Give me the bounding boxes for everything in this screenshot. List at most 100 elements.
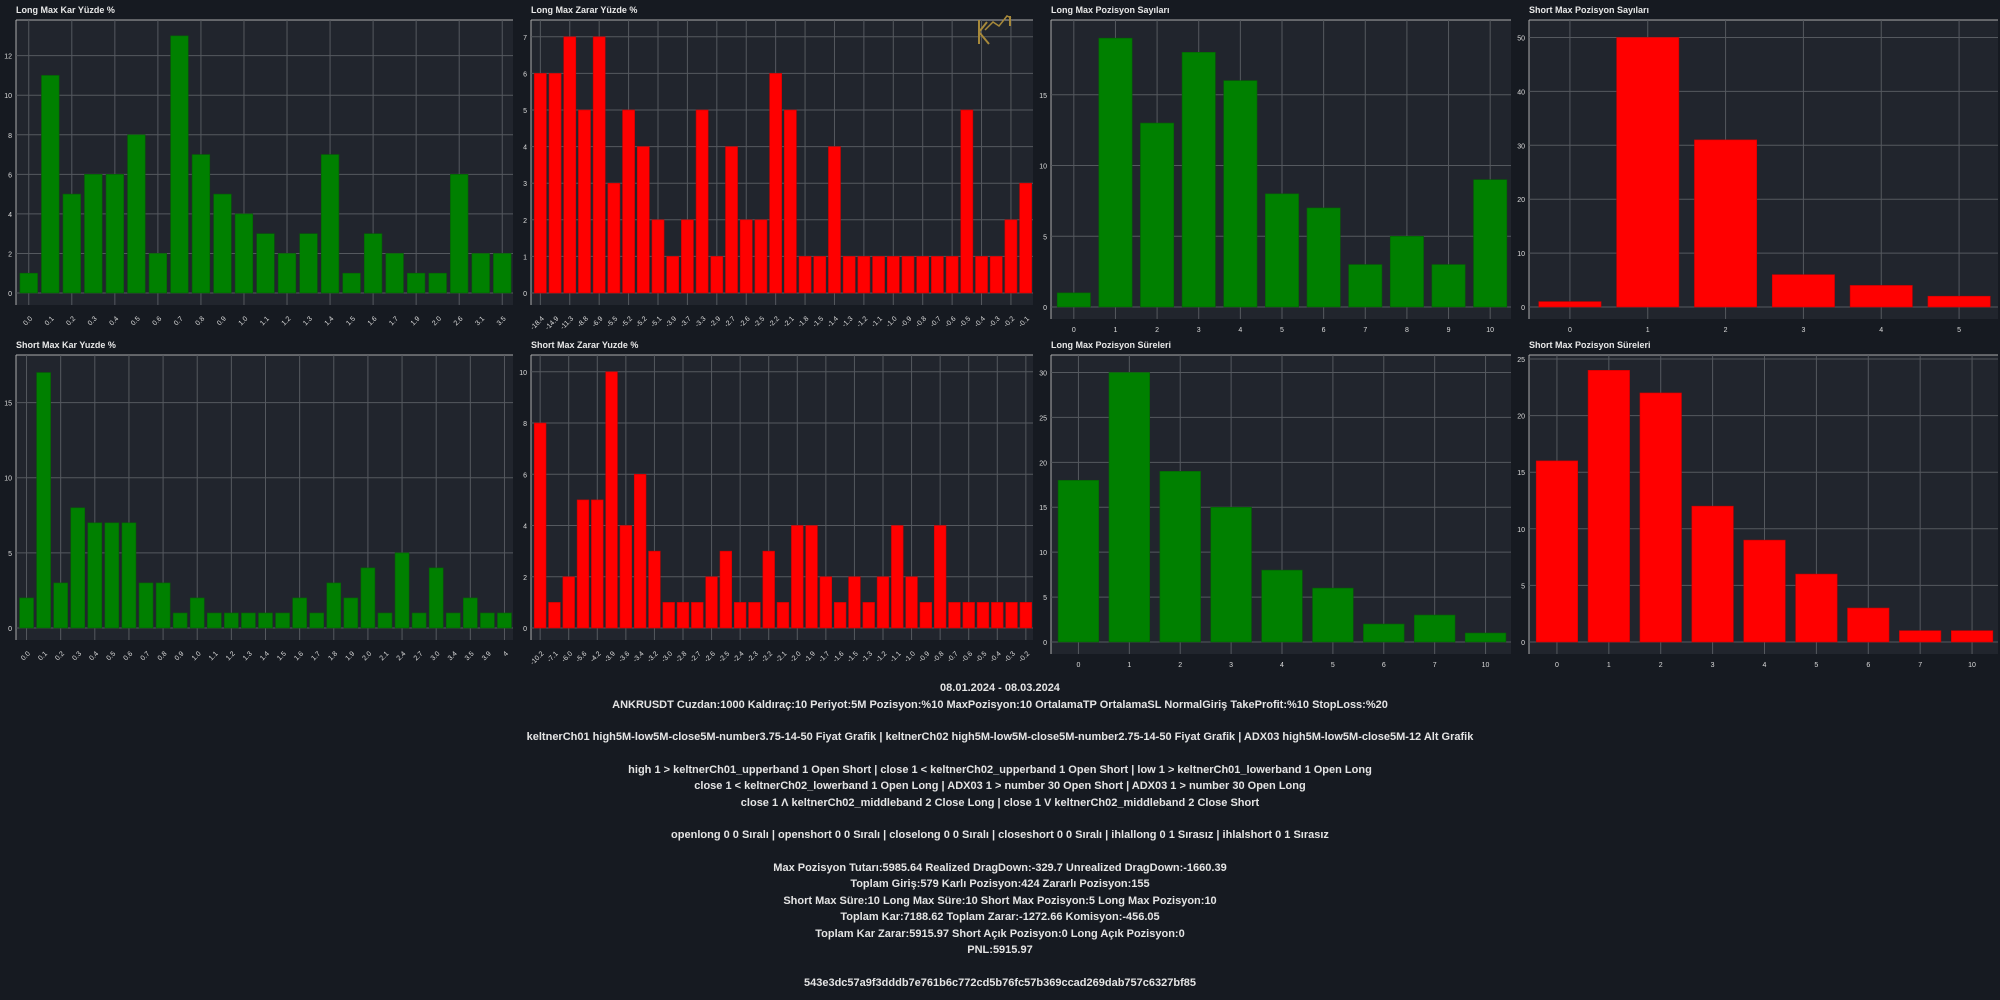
bar (762, 550, 775, 629)
bar (360, 567, 376, 629)
x-tick-label: -1.9 (804, 650, 818, 664)
bar (901, 256, 915, 294)
x-tick-label: 1.1 (208, 650, 220, 662)
bar (1389, 235, 1424, 308)
bar (343, 597, 359, 629)
bar (1108, 372, 1150, 643)
x-tick-label: 4 (502, 650, 510, 658)
bar (916, 256, 930, 294)
x-tick-label: -0.4 (973, 315, 987, 329)
x-tick-label: 0.8 (157, 650, 169, 662)
x-tick-label: 0.9 (174, 650, 186, 662)
x-tick-label: 1.9 (410, 315, 422, 327)
y-tick-label: 6 (8, 172, 12, 179)
x-tick-label: 0.1 (37, 650, 49, 662)
bar (1019, 182, 1032, 294)
bar (241, 612, 256, 629)
bar (681, 219, 694, 294)
chart-svg: 0 10 20 30 40 50 0 1 2 3 4 5 (1517, 19, 1998, 334)
x-tick-label: 2.0 (431, 315, 443, 327)
chart-svg: 0 5 10 15 20 25 0 1 2 3 4 5 6 7 10 (1517, 354, 1998, 669)
x-tick-label: 4 (1763, 662, 1767, 669)
bar (1927, 295, 1991, 308)
x-tick-label: 2 (1659, 662, 1663, 669)
y-tick-label: 30 (1039, 370, 1047, 377)
x-tick-label: -0.6 (944, 315, 958, 329)
x-tick-label: 10 (1968, 662, 1976, 669)
x-tick-label: -0.8 (932, 650, 946, 664)
bar (62, 193, 81, 294)
bar (428, 272, 447, 294)
x-tick-label: 1 (1607, 662, 1611, 669)
bar (1899, 630, 1942, 643)
x-tick-label: -0.3 (988, 315, 1002, 329)
bar (563, 36, 577, 294)
x-tick-label: 1.5 (345, 315, 357, 327)
y-tick-label: 15 (1517, 470, 1525, 477)
bar (148, 253, 168, 294)
bar (828, 146, 841, 294)
x-tick-label: 1.7 (310, 650, 322, 662)
x-tick-label: 1 (1127, 662, 1131, 669)
x-tick-label: -4.2 (589, 650, 603, 664)
chart-title: Short Max Kar Yuzde % (16, 340, 116, 350)
bar (1639, 392, 1682, 643)
chart-title: Short Max Zarar Yuzde % (531, 340, 639, 350)
x-tick-label: 0.0 (22, 315, 34, 327)
y-tick-label: 0 (8, 291, 12, 298)
x-tick-label: 7 (1363, 327, 1367, 334)
y-tick-label: 0 (1521, 305, 1525, 312)
bar (1265, 193, 1299, 308)
x-tick-label: 4 (1879, 327, 1883, 334)
bar (945, 256, 959, 294)
x-tick-label: -5.1 (650, 315, 664, 329)
bar (84, 174, 103, 294)
order-line: openlong 0 0 Sıralı | openshort 0 0 Sıra… (671, 829, 1329, 841)
bar (385, 253, 404, 294)
bar (105, 174, 124, 294)
bar (191, 154, 211, 294)
y-tick-label: 10 (1039, 164, 1047, 171)
x-tick-label: 4 (1238, 327, 1242, 334)
y-tick-label: 15 (1039, 93, 1047, 100)
bar (342, 272, 361, 294)
chart-svg: 0 2 4 6 8 10 12 0.0 0.1 0.2 0.3 0.4 0.5 0.6 0.7 0.8 0.9 1… (4, 19, 513, 327)
settings-line: ANKRUSDT Cuzdan:1000 Kaldıraç:10 Periyot… (612, 698, 1388, 711)
bar (662, 602, 675, 629)
bar (705, 576, 718, 629)
bar (695, 109, 709, 294)
bar (320, 154, 340, 294)
bar (748, 602, 761, 629)
x-tick-label: 0.8 (195, 315, 207, 327)
bar (326, 582, 342, 629)
bar (1363, 623, 1405, 643)
bar (463, 597, 478, 629)
bar (377, 612, 393, 629)
bar (19, 597, 34, 629)
y-tick-label: 20 (1039, 460, 1047, 467)
x-tick-label: 2.4 (396, 650, 408, 662)
bar (676, 602, 690, 629)
x-tick-label: 1.2 (225, 650, 237, 662)
x-tick-label: 3.9 (481, 650, 493, 662)
bar (394, 552, 410, 629)
x-tick-label: 0.4 (88, 650, 100, 662)
x-tick-label: -0.5 (959, 315, 973, 329)
x-tick-label: 6 (1322, 327, 1326, 334)
x-tick-label: 1.3 (302, 315, 314, 327)
y-tick-label: 50 (1517, 35, 1525, 42)
bar (636, 146, 650, 294)
x-tick-label: -0.1 (1018, 315, 1032, 329)
y-tick-label: 2 (8, 251, 12, 258)
bar (548, 602, 561, 629)
bar (1431, 264, 1466, 308)
x-tick-label: 3.1 (474, 315, 486, 327)
bar (493, 253, 512, 294)
chart-long-max-kar-yuzde: 0 2 4 6 8 10 12 0.0 0.1 0.2 0.3 0.4 0.5 0.6 0.7 0.8 0.9 1… (0, 0, 515, 335)
x-tick-label: 1 (1114, 327, 1118, 334)
bar (991, 602, 1004, 629)
y-tick-label: 4 (523, 145, 527, 152)
y-tick-label: 1 (523, 254, 527, 261)
bar (1587, 370, 1630, 643)
bar (1348, 264, 1383, 308)
